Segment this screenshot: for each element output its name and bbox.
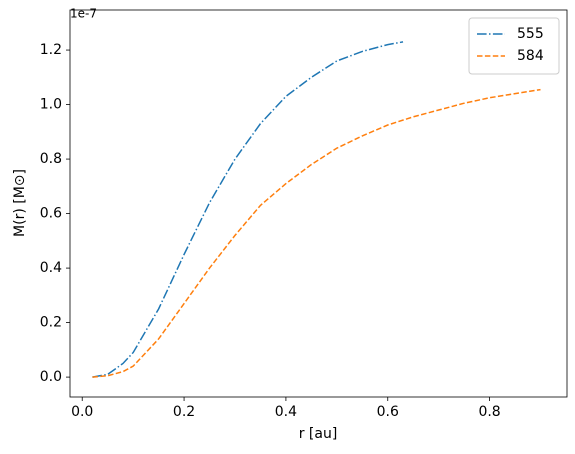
x-tick-label: 0.8 bbox=[478, 404, 500, 420]
y-axis-label: M(r) [M⊙] bbox=[12, 169, 28, 237]
legend-label: 555 bbox=[517, 26, 544, 42]
y-tick-label: 0.4 bbox=[40, 260, 62, 276]
y-offset-label: 1e-7 bbox=[70, 7, 97, 21]
legend-label: 584 bbox=[517, 48, 544, 64]
y-tick-label: 1.2 bbox=[40, 42, 62, 58]
x-axis-label: r [au] bbox=[299, 426, 338, 442]
x-tick-label: 0.6 bbox=[377, 404, 399, 420]
y-tick-label: 0.8 bbox=[40, 151, 62, 167]
x-tick-label: 0.0 bbox=[71, 404, 93, 420]
y-tick-label: 0.0 bbox=[40, 369, 62, 385]
series-line bbox=[92, 41, 404, 378]
series-line bbox=[92, 88, 541, 378]
y-tick-label: 1.0 bbox=[40, 97, 62, 113]
y-tick-label: 0.2 bbox=[40, 315, 62, 331]
axes-frame bbox=[69, 9, 568, 398]
legend-box bbox=[468, 17, 560, 75]
y-tick-label: 0.6 bbox=[40, 206, 62, 222]
x-tick-label: 0.4 bbox=[275, 404, 297, 420]
x-tick-label: 0.2 bbox=[173, 404, 195, 420]
